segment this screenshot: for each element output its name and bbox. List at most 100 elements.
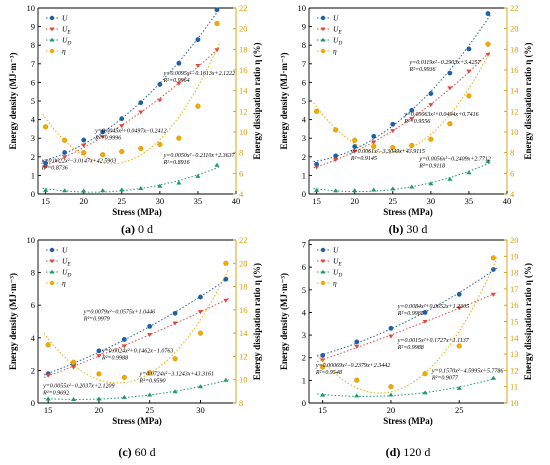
point-u — [147, 323, 153, 329]
x-tick-label: 35 — [465, 196, 474, 206]
point-ud — [320, 392, 326, 397]
fit-equation: y=0.0055x²−0.2037x+2.1209 — [42, 384, 114, 390]
panel-caption-text: 120 d — [400, 445, 430, 459]
fit-curve-ud — [313, 162, 491, 193]
y-tick-label: 5 — [302, 96, 306, 106]
point-eta — [314, 108, 320, 114]
y2-axis-label: Energy dissipation ratio η (%) — [252, 263, 262, 380]
y-tick-label: 4 — [302, 307, 307, 317]
point-ud — [490, 375, 496, 380]
y2-tick-label: 16 — [510, 65, 519, 75]
fit-r-squared: R²=0.8736 — [41, 165, 68, 171]
point-ue — [138, 110, 144, 115]
point-ud — [157, 183, 163, 188]
point-ud — [62, 188, 68, 193]
y-tick-label: 0 — [302, 398, 306, 408]
x-tick-label: 15 — [318, 405, 327, 415]
point-eta — [197, 330, 204, 336]
y-tick-label: 2 — [302, 152, 306, 162]
x-tick-label: 25 — [118, 196, 127, 206]
panel-caption: (b) 30 d — [389, 222, 428, 236]
panel-caption: (c) 60 d — [118, 445, 155, 459]
y-tick-label: 7 — [31, 59, 35, 69]
y2-tick-label: 6 — [239, 168, 243, 178]
point-eta — [176, 135, 182, 141]
y2-tick-label: 12 — [239, 351, 248, 361]
point-u — [422, 310, 428, 315]
fit-curve-eta — [313, 50, 491, 154]
point-u — [390, 121, 396, 127]
point-ud — [352, 188, 358, 193]
y-tick-label: 8 — [31, 40, 35, 50]
y-tick-label: 4 — [31, 115, 36, 125]
y-axis-label: Energy density (MJ·m⁻³) — [8, 273, 18, 370]
legend-label-eta: η — [62, 47, 66, 56]
point-eta — [388, 384, 394, 390]
point-ue — [172, 321, 178, 326]
y-tick-label: 0 — [31, 189, 35, 199]
point-ue — [81, 143, 87, 148]
fit-equation: y=0.0119x²−0.2903x+3.4257 — [409, 59, 482, 66]
fit-equation: y=0.0079x²−0.0575x+1.0446 — [83, 308, 155, 315]
point-u — [352, 144, 358, 149]
point-eta — [371, 143, 377, 150]
y-tick-label: 10 — [27, 3, 36, 13]
x-tick-label: 40 — [232, 196, 241, 206]
y-tick-label: 8 — [31, 268, 35, 278]
point-eta — [466, 93, 472, 99]
fit-r-squared: R²=0.9556 — [403, 119, 430, 125]
point-ue — [147, 332, 153, 337]
point-eta — [428, 136, 434, 142]
point-u — [195, 37, 201, 43]
point-ud — [422, 390, 428, 395]
y-tick-label: 3 — [302, 133, 306, 143]
fit-equation: y=0.0095x²−0.1613x+2.1222 — [163, 71, 235, 77]
point-u — [409, 107, 415, 113]
point-ud — [456, 385, 462, 390]
point-u — [172, 310, 178, 316]
point-u — [447, 70, 453, 76]
point-u — [320, 353, 326, 358]
point-u — [96, 348, 102, 354]
point-u — [198, 294, 203, 300]
y-axis-label: Energy density (MJ·m⁻³) — [279, 273, 289, 370]
point-eta — [138, 145, 144, 152]
y-tick-label: 2 — [31, 365, 35, 375]
y-tick-label: 9 — [31, 22, 35, 32]
point-u — [157, 82, 163, 87]
y-tick-label: 4 — [302, 115, 307, 125]
fit-curve-eta — [316, 256, 498, 394]
point-u — [371, 133, 377, 139]
point-eta — [45, 342, 51, 348]
legend-marker — [320, 259, 326, 264]
x-tick-label: 20 — [95, 405, 104, 415]
x-tick-label: 20 — [387, 405, 396, 415]
fit-equation: y=0.0015x²+0.1727x+1.1137 — [397, 338, 470, 344]
y2-tick-label: 16 — [239, 305, 248, 315]
point-ue — [456, 306, 462, 311]
point-ud — [100, 188, 106, 193]
x-axis-label: Stress (MPa) — [383, 207, 433, 217]
point-ue — [422, 319, 428, 324]
point-eta — [100, 152, 106, 158]
fit-r-squared: R²=0.9936 — [409, 67, 436, 73]
fit-equation: y=0.0622x²−3.0147x+42.5903 — [41, 157, 116, 164]
y-tick-label: 6 — [31, 300, 35, 310]
point-eta — [96, 371, 102, 377]
panel-caption-id: (a) — [121, 222, 135, 236]
x-tick-label: 20 — [350, 196, 359, 206]
point-eta — [43, 124, 49, 130]
point-ud — [354, 393, 360, 398]
fit-r-squared: R²=0.9077 — [431, 375, 459, 381]
y2-tick-label: 8 — [239, 148, 243, 158]
point-ud — [96, 396, 102, 401]
chart-panel-2: 15 20 25 30 35 400123456789104681012141618202… — [279, 3, 533, 236]
fit-curve-ue — [313, 51, 491, 169]
point-eta — [320, 364, 326, 370]
panel-caption-text: 0 d — [135, 222, 153, 236]
legend-marker — [49, 247, 55, 253]
fit-equation: y=0.1570x²−4.5995x+5.7786 — [431, 367, 503, 374]
point-ue — [119, 124, 125, 129]
point-ue — [388, 334, 394, 339]
y2-axis-label: Energy dissipation ratio η (%) — [523, 263, 533, 380]
